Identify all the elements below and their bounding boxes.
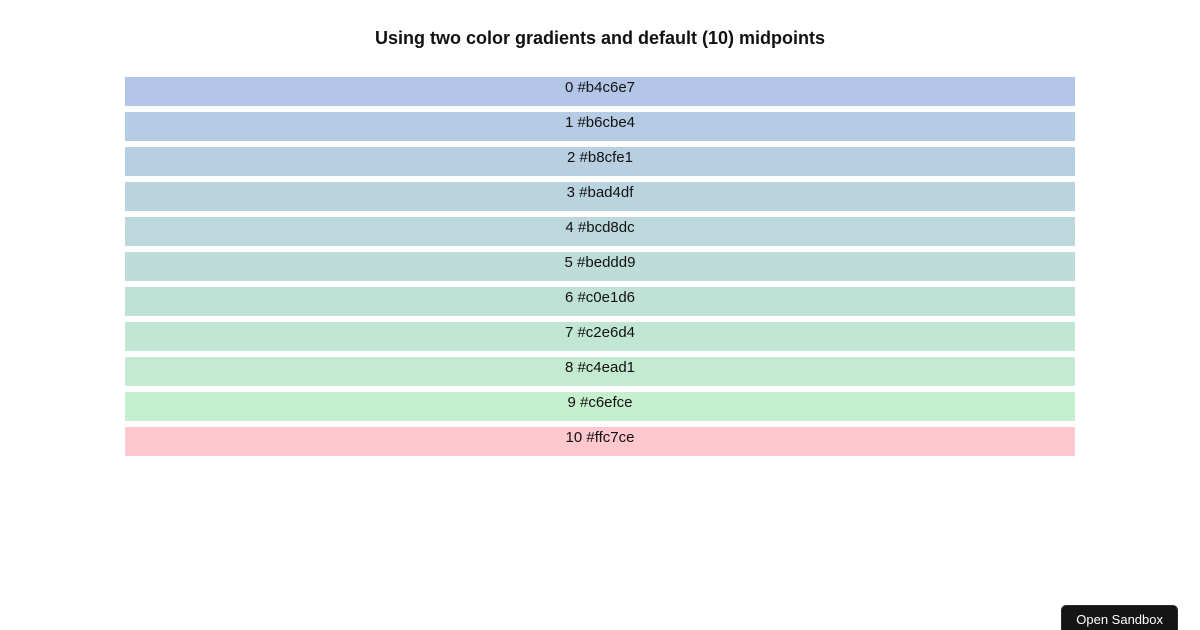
open-sandbox-button[interactable]: Open Sandbox xyxy=(1061,605,1178,630)
gradient-swatch-row: 9 #c6efce xyxy=(125,392,1075,421)
gradient-swatch-row: 1 #b6cbe4 xyxy=(125,112,1075,141)
gradient-bar-list: 0 #b4c6e7 1 #b6cbe4 2 #b8cfe1 3 #bad4df 4 #b… xyxy=(125,77,1075,456)
swatch-label: 5 #beddd9 xyxy=(564,254,636,271)
gradient-swatch-row: 2 #b8cfe1 xyxy=(125,147,1075,176)
gradient-swatch-row: 5 #beddd9 xyxy=(125,252,1075,281)
gradient-swatch-row: 6 #c0e1d6 xyxy=(125,287,1075,316)
swatch-label: 4 #bcd8dc xyxy=(565,219,635,236)
swatch-label: 3 #bad4df xyxy=(566,184,634,201)
swatch-label: 9 #c6efce xyxy=(567,394,633,411)
gradient-swatch-row: 7 #c2e6d4 xyxy=(125,322,1075,351)
swatch-label: 0 #b4c6e7 xyxy=(564,79,636,96)
preview-page: Using two color gradients and default (1… xyxy=(0,26,1200,630)
swatch-label: 2 #b8cfe1 xyxy=(567,149,633,166)
swatch-label: 6 #c0e1d6 xyxy=(564,289,636,306)
page-title: Using two color gradients and default (1… xyxy=(374,28,826,48)
swatch-label: 8 #c4ead1 xyxy=(564,359,636,376)
swatch-label: 7 #c2e6d4 xyxy=(564,324,636,341)
gradient-swatch-row: 8 #c4ead1 xyxy=(125,357,1075,386)
gradient-swatch-row: 0 #b4c6e7 xyxy=(125,77,1075,106)
gradient-swatch-row: 3 #bad4df xyxy=(125,182,1075,211)
swatch-label: 1 #b6cbe4 xyxy=(564,114,636,131)
gradient-swatch-row: 10 #ffc7ce xyxy=(125,427,1075,456)
gradient-swatch-row: 4 #bcd8dc xyxy=(125,217,1075,246)
swatch-label: 10 #ffc7ce xyxy=(565,429,635,446)
